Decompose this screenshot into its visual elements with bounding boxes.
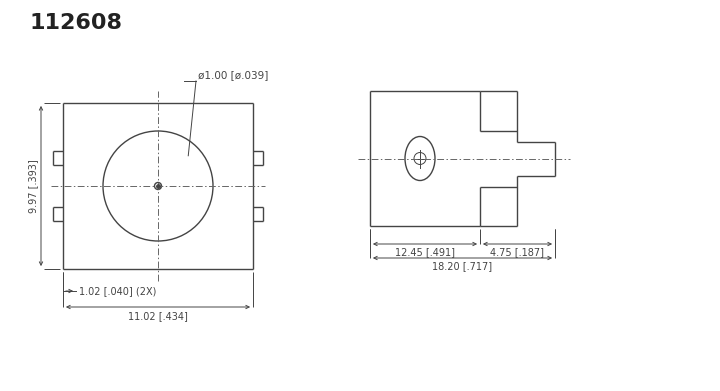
Text: 18.20 [.717]: 18.20 [.717] xyxy=(433,261,492,271)
Text: 112608: 112608 xyxy=(30,13,123,33)
Text: ø1.00 [ø.039]: ø1.00 [ø.039] xyxy=(198,70,269,80)
Text: 12.45 [.491]: 12.45 [.491] xyxy=(395,247,455,257)
Text: 1.02 [.040] (2X): 1.02 [.040] (2X) xyxy=(79,286,156,296)
Text: 4.75 [.187]: 4.75 [.187] xyxy=(490,247,544,257)
Text: 9.97 [.393]: 9.97 [.393] xyxy=(28,159,38,213)
Text: 11.02 [.434]: 11.02 [.434] xyxy=(128,311,188,321)
